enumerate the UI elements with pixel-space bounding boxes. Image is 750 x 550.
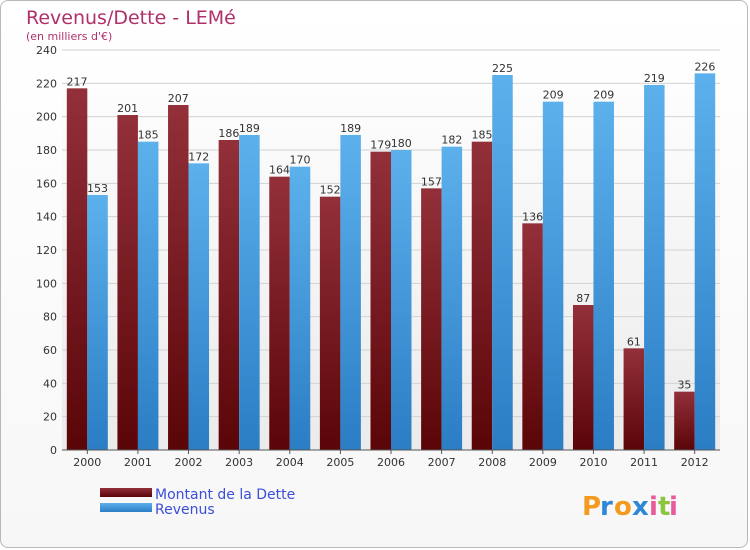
- y-tick-label: 180: [36, 144, 57, 157]
- value-label-dette: 152: [320, 184, 341, 197]
- value-label-revenus: 185: [138, 129, 159, 142]
- y-tick-label: 140: [36, 211, 57, 224]
- bar-dette: [168, 105, 189, 450]
- proxiti-logo: Pr o x i ti: [582, 492, 678, 522]
- value-label-dette: 207: [168, 92, 189, 105]
- value-label-revenus: 153: [87, 182, 108, 195]
- bar-revenus: [391, 150, 412, 450]
- bars: [66, 73, 716, 451]
- y-tick-label: 60: [43, 344, 57, 357]
- value-label-dette: 87: [576, 292, 590, 305]
- value-label-revenus: 226: [694, 60, 715, 73]
- bar-dette: [66, 88, 88, 450]
- x-tick-label: 2010: [579, 456, 607, 469]
- bar-revenus: [137, 141, 159, 450]
- bar-revenus: [542, 101, 564, 451]
- x-tick-label: 2012: [681, 456, 709, 469]
- x-axis-ticks: 2000 2001 2002 2003 2004 2005 2006 2007 2008 2009…: [73, 450, 709, 469]
- value-label-dette: 217: [67, 75, 88, 88]
- value-label-revenus: 182: [441, 134, 462, 147]
- value-label-dette: 164: [269, 164, 290, 177]
- bar-dette: [117, 115, 138, 450]
- value-label-revenus: 189: [239, 122, 260, 135]
- logo-letter: P: [582, 492, 601, 522]
- y-tick-label: 160: [36, 177, 57, 190]
- legend-label-revenus: Revenus: [155, 502, 215, 518]
- bar-revenus: [694, 73, 716, 450]
- legend-swatch-revenus: [100, 503, 152, 512]
- value-label-revenus: 170: [290, 154, 311, 167]
- bar-dette: [674, 391, 695, 450]
- value-label-revenus: 225: [492, 62, 513, 75]
- bar-revenus: [289, 166, 311, 450]
- bar-dette: [269, 176, 290, 450]
- bar-dette: [522, 223, 543, 450]
- value-label-dette: 35: [677, 379, 691, 392]
- y-tick-label: 120: [36, 244, 57, 257]
- value-label-revenus: 209: [593, 89, 614, 102]
- bar-revenus: [644, 85, 665, 450]
- value-label-dette: 179: [370, 139, 391, 152]
- legend: Montant de la Dette Revenus: [100, 487, 295, 518]
- logo-letter: x: [632, 492, 649, 522]
- chart-title: Revenus/Dette - LEMé: [26, 7, 236, 29]
- y-tick-label: 240: [36, 44, 57, 57]
- y-tick-label: 100: [36, 277, 57, 290]
- value-label-revenus: 209: [543, 89, 564, 102]
- x-tick-label: 2004: [276, 456, 304, 469]
- bar-revenus: [340, 135, 361, 450]
- logo-letter: i: [669, 492, 678, 522]
- x-tick-label: 2007: [428, 456, 456, 469]
- x-tick-label: 2009: [529, 456, 557, 469]
- bar-dette: [471, 141, 493, 450]
- x-tick-label: 2006: [377, 456, 405, 469]
- logo-letter: t: [658, 492, 670, 522]
- y-tick-label: 0: [50, 444, 57, 457]
- value-label-dette: 201: [117, 102, 138, 115]
- bar-revenus: [492, 75, 513, 450]
- bar-revenus: [87, 195, 108, 450]
- value-label-dette: 186: [218, 127, 239, 140]
- bar-dette: [623, 348, 645, 450]
- value-label-dette: 157: [421, 175, 442, 188]
- legend-label-debt: Montant de la Dette: [155, 487, 295, 503]
- x-tick-label: 2008: [478, 456, 506, 469]
- value-label-dette: 185: [471, 129, 492, 142]
- logo-letter: r: [600, 492, 613, 522]
- y-tick-label: 80: [43, 311, 57, 324]
- x-tick-label: 2002: [175, 456, 203, 469]
- value-label-revenus: 189: [340, 122, 361, 135]
- x-tick-label: 2005: [326, 456, 354, 469]
- value-label-revenus: 172: [188, 150, 209, 163]
- value-label-revenus: 219: [644, 72, 665, 85]
- value-label-dette: 61: [627, 335, 641, 348]
- logo-letter: i: [649, 492, 658, 522]
- bar-revenus: [239, 135, 260, 450]
- legend-swatch-debt: [100, 488, 152, 497]
- bar-revenus: [593, 101, 614, 451]
- x-tick-label: 2003: [225, 456, 253, 469]
- y-tick-label: 200: [36, 111, 57, 124]
- logo-letter: o: [614, 492, 632, 522]
- bar-revenus: [188, 163, 210, 451]
- value-label-dette: 136: [522, 210, 543, 223]
- bar-dette: [370, 151, 391, 450]
- bar-revenus: [441, 146, 463, 450]
- x-tick-label: 2001: [124, 456, 152, 469]
- bar-dette: [421, 188, 442, 451]
- bar-dette: [319, 196, 341, 450]
- y-tick-label: 220: [36, 77, 57, 90]
- x-tick-label: 2011: [630, 456, 658, 469]
- bar-dette: [572, 305, 594, 450]
- x-tick-label: 2000: [73, 456, 101, 469]
- y-axis-ticks: 0 20 40 60 80 100 120 140 160 180 200 220 240: [36, 44, 57, 457]
- chart-subtitle: (en milliers d'€): [26, 30, 112, 43]
- y-tick-label: 20: [43, 411, 57, 424]
- bar-dette: [218, 140, 240, 450]
- value-label-revenus: 180: [391, 137, 412, 150]
- y-tick-label: 40: [43, 377, 57, 390]
